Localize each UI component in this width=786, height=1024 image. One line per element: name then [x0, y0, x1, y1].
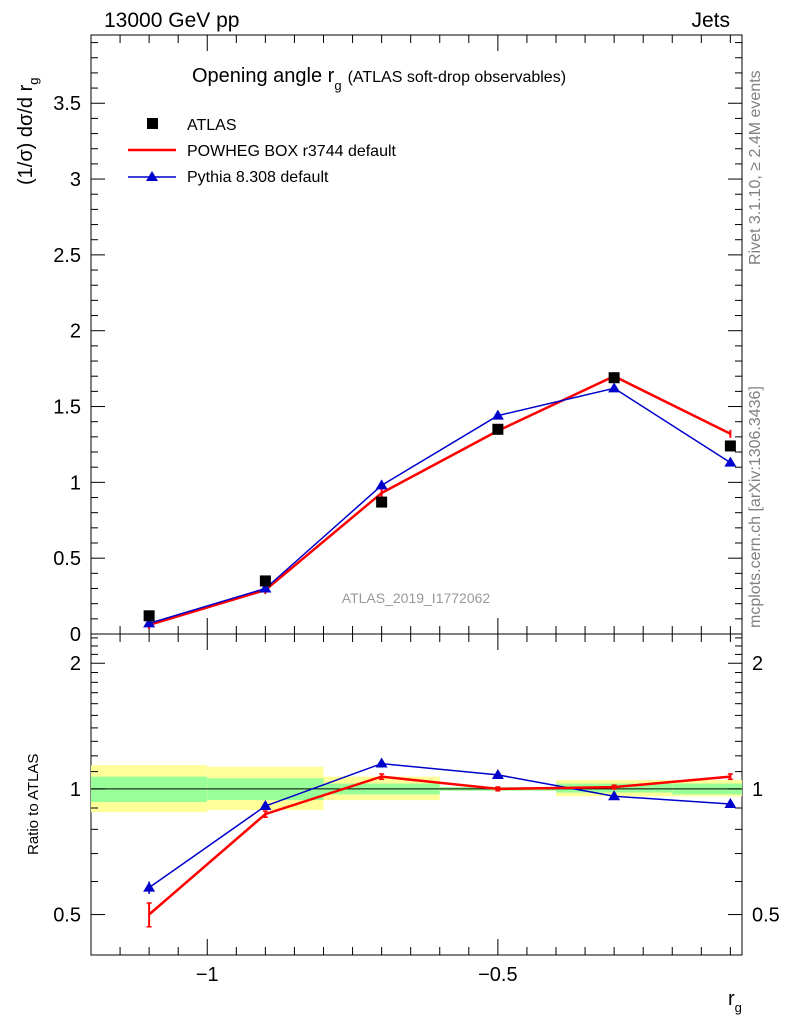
ratio-pythia-point — [143, 881, 156, 892]
main-y-tick-label: 0 — [70, 624, 81, 646]
main-y-tick-label: 3.5 — [53, 93, 81, 115]
ratio-pythia-point — [375, 757, 388, 768]
side-label-rivet: Rivet 3.1.10, ≥ 2.4M events — [747, 70, 764, 265]
header-right: Jets — [691, 9, 730, 32]
legend: ATLAS POWHEG BOX r3744 default Pythia 8.… — [128, 117, 397, 186]
main-data-marks — [143, 372, 737, 629]
main-pythia-point — [608, 382, 621, 393]
main-panel: 0 0.5 1 1.5 2 2.5 3 3.5 (1/σ) dσ/d rg Opening a… — [15, 34, 743, 646]
main-y-tick-label: 2 — [70, 321, 81, 343]
main-y-tick-label: 1.5 — [53, 397, 81, 419]
ratio-panel: 0.5 0.5 1 1 2 2 −1 −0.5 Ratio to ATLAS rg — [25, 633, 780, 1015]
ratio-pythia-point — [724, 798, 737, 809]
main-y-axis-label: (1/σ) dσ/d rg — [15, 78, 41, 186]
main-y-tick-labels: 0 0.5 1 1.5 2 2.5 3 3.5 — [53, 93, 81, 646]
main-atlas-point — [259, 575, 271, 587]
main-y-tick-label: 1 — [70, 472, 81, 494]
main-pythia-point — [724, 456, 737, 467]
ratio-y-tick-label-left: 2 — [70, 653, 81, 675]
main-atlas-point — [376, 496, 388, 508]
ratio-y-tick-label-right: 0.5 — [752, 905, 780, 927]
x-tick-label: −1 — [196, 964, 219, 986]
main-pythia-line — [148, 387, 731, 625]
ratio-pythia-point — [491, 768, 504, 779]
x-axis-label: rg — [728, 988, 742, 1015]
main-powheg-line — [148, 374, 731, 627]
ratio-pythia-point — [259, 799, 272, 810]
side-label-mcplots: mcplots.cern.ch [arXiv:1306.3436] — [747, 386, 764, 628]
legend-label-atlas: ATLAS — [187, 117, 237, 134]
ratio-y-tick-labels: 0.5 0.5 1 1 2 2 — [53, 653, 780, 926]
main-y-tick-label: 3 — [70, 169, 81, 191]
main-atlas-point — [608, 372, 620, 384]
main-atlas-point — [143, 610, 155, 622]
ratio-y-axis-label: Ratio to ATLAS — [25, 754, 42, 855]
main-pythia-point — [491, 409, 504, 420]
watermark: ATLAS_2019_I1772062 — [342, 590, 491, 606]
header-left: 13000 GeV pp — [104, 9, 239, 32]
ratio-pythia-point — [608, 790, 621, 801]
ratio-ticks — [90, 634, 742, 955]
legend-label-powheg: POWHEG BOX r3744 default — [187, 143, 397, 160]
main-pythia-point — [143, 617, 156, 628]
ratio-y-tick-label-left: 1 — [70, 779, 81, 801]
ratio-powheg-line — [148, 775, 731, 916]
legend-label-pythia: Pythia 8.308 default — [187, 169, 329, 186]
main-ticks — [90, 35, 742, 635]
ratio-y-tick-label-left: 0.5 — [53, 905, 81, 927]
ratio-y-tick-label-right: 2 — [752, 653, 763, 675]
main-atlas-point — [492, 423, 504, 435]
main-pythia-point — [259, 582, 272, 593]
main-pythia-point — [375, 479, 388, 490]
legend-marker-pythia — [146, 171, 158, 181]
main-atlas-point — [724, 440, 736, 452]
legend-marker-atlas — [147, 118, 158, 129]
ratio-data-marks — [143, 757, 737, 928]
ratio-y-tick-label-right: 1 — [752, 779, 763, 801]
main-y-tick-label: 2.5 — [53, 245, 81, 267]
ratio-pythia-line — [148, 762, 731, 889]
x-tick-label: −0.5 — [478, 964, 517, 986]
x-tick-labels: −1 −0.5 — [196, 964, 518, 986]
chart-title: Opening angle rg (ATLAS soft-drop observa… — [192, 65, 566, 93]
main-y-tick-label: 0.5 — [53, 548, 81, 570]
